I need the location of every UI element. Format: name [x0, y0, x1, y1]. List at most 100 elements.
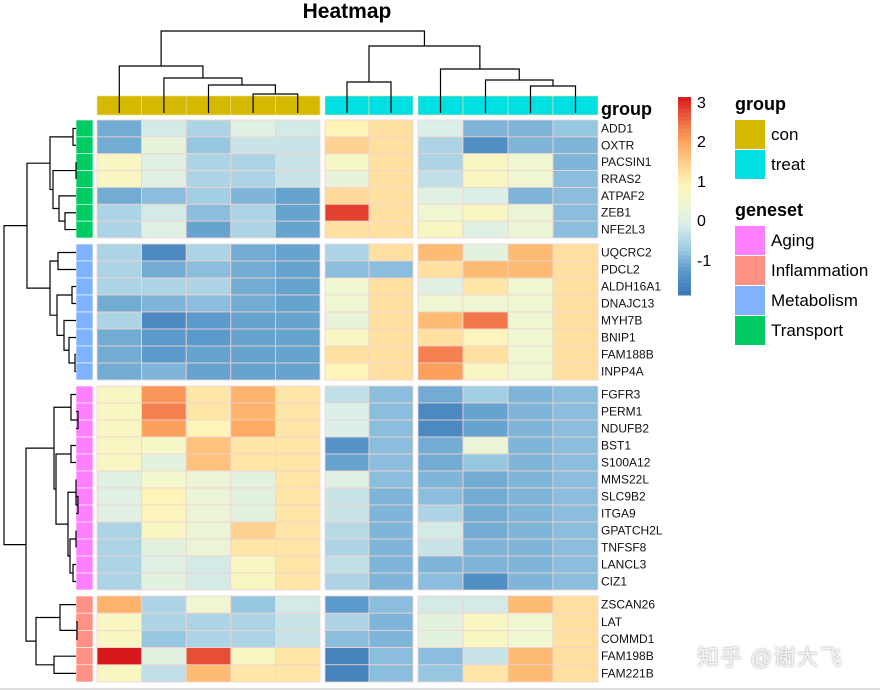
heatmap-cell [552, 538, 599, 557]
heatmap-cell [141, 243, 187, 262]
gene-label: LANCL3 [601, 558, 647, 572]
legend-label: con [771, 125, 799, 144]
row-dendrogram-branch [3, 225, 27, 546]
geneset-annotation-cell [75, 630, 94, 648]
legend-label: Transport [771, 321, 844, 340]
colorbar-segment [678, 279, 691, 284]
heatmap-cell [324, 328, 370, 347]
heatmap-cell [185, 572, 232, 591]
heatmap-cell [507, 187, 554, 205]
gene-label: MMS22L [601, 473, 649, 487]
heatmap-cell [141, 119, 187, 138]
heatmap-cell [141, 419, 187, 438]
heatmap-cell [185, 612, 232, 631]
heatmap-cell [552, 294, 599, 313]
heatmap-cell [230, 521, 276, 540]
heatmap-cell [96, 595, 142, 614]
legend-geneset-title: geneset [735, 200, 804, 220]
heatmap-cell [185, 630, 232, 649]
heatmap-cell [274, 555, 321, 574]
heatmap-cell [324, 572, 370, 591]
heatmap-cell [552, 521, 599, 540]
heatmap-cell [462, 436, 509, 455]
legend-swatch [735, 226, 765, 256]
heatmap-cell [141, 203, 187, 222]
row-dendrogram-branch [58, 195, 76, 222]
heatmap-cell [274, 362, 321, 381]
heatmap-cell [368, 153, 414, 171]
heatmap-cell [230, 572, 276, 591]
heatmap-cell [417, 119, 464, 138]
legend-item-aging: Aging [735, 226, 814, 256]
legend-swatch [735, 150, 765, 180]
row-dendrogram-branch [53, 655, 76, 675]
heatmap-cell [274, 612, 321, 631]
heatmap-cell [552, 260, 599, 279]
heatmap-cell [324, 220, 370, 239]
colorbar-segment [678, 231, 691, 237]
heatmap-cell [274, 119, 321, 138]
heatmap-cell [141, 612, 187, 631]
heatmap-cell [368, 243, 414, 262]
heatmap-cell [417, 436, 464, 455]
heatmap-cell [507, 612, 554, 631]
heatmap-cell [417, 294, 464, 313]
legend-group-title: group [735, 94, 786, 114]
colorbar-segment [678, 275, 691, 280]
heatmap-cell [417, 487, 464, 506]
heatmap-cell [230, 220, 276, 239]
heatmap-cell [324, 419, 370, 438]
heatmap-cell [274, 153, 321, 171]
geneset-annotation-cell [75, 294, 94, 313]
heatmap-cell [230, 647, 276, 666]
geneset-annotation-cell [75, 470, 94, 489]
heatmap-cell [230, 504, 276, 523]
heatmap-cell [274, 187, 321, 205]
heatmap-cell [324, 487, 370, 506]
heatmap-cell [96, 402, 142, 421]
colorbar-segment [678, 287, 691, 292]
heatmap-cell [185, 385, 232, 404]
heatmap-cell [462, 294, 509, 313]
heatmap-cell [274, 311, 321, 330]
heatmap-cell [324, 362, 370, 381]
heatmap-cell [462, 220, 509, 239]
heatmap-cell [368, 362, 414, 381]
heatmap-cell [230, 555, 276, 574]
row-dendrogram-branch [57, 251, 76, 271]
heatmap-cell [230, 328, 276, 347]
colorbar-segment [678, 215, 691, 221]
heatmap-cell [462, 504, 509, 523]
heatmap-cell [141, 487, 187, 506]
heatmap-cell [141, 402, 187, 421]
colorbar-segment [678, 223, 691, 229]
colorbar-segment [678, 152, 691, 157]
heatmap-cell [324, 294, 370, 313]
group-annotation-label: group [601, 99, 652, 119]
colorbar-segment [678, 124, 691, 130]
colorbar-segment [678, 100, 691, 106]
colorbar-segment [678, 291, 691, 296]
colorbar-segment [678, 164, 691, 169]
heatmap-cell [185, 487, 232, 506]
heatmap-cell [141, 521, 187, 540]
heatmap-cell [368, 294, 414, 313]
heatmap-cell [230, 436, 276, 455]
heatmap-cell [552, 470, 599, 489]
colorbar-segment [678, 180, 691, 185]
geneset-annotation-cell [75, 187, 94, 205]
heatmap-cell [417, 153, 464, 171]
heatmap-cell [417, 470, 464, 489]
heatmap-cell [368, 612, 414, 631]
heatmap-cell [141, 328, 187, 347]
heatmap-cell [230, 243, 276, 262]
heatmap-cell [462, 385, 509, 404]
heatmap-cell [96, 612, 142, 631]
heatmap-cell [96, 136, 142, 155]
heatmap-cell [324, 504, 370, 523]
heatmap-cell [462, 187, 509, 205]
gene-label: PERM1 [601, 405, 643, 419]
heatmap-cell [462, 612, 509, 631]
heatmap-cell [230, 136, 276, 155]
